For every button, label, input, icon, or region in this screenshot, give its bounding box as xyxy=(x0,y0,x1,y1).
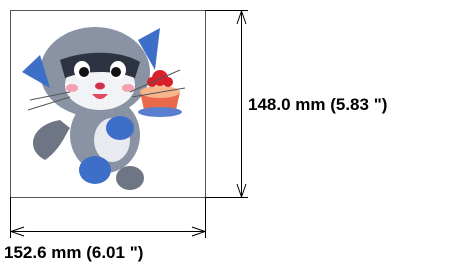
height-label: 148.0 mm (5.83 ") xyxy=(248,95,387,114)
design-preview: 148.0 mm (5.83 ") 152.6 mm (6.01 ") xyxy=(0,0,456,267)
width-dimension: 152.6 mm (6.01 ") xyxy=(4,197,206,262)
width-label: 152.6 mm (6.01 ") xyxy=(4,243,143,262)
height-dimension: 148.0 mm (5.83 ") xyxy=(205,11,387,198)
page: 148.0 mm (5.83 ") 152.6 mm (6.01 ") (() … xyxy=(0,0,456,267)
